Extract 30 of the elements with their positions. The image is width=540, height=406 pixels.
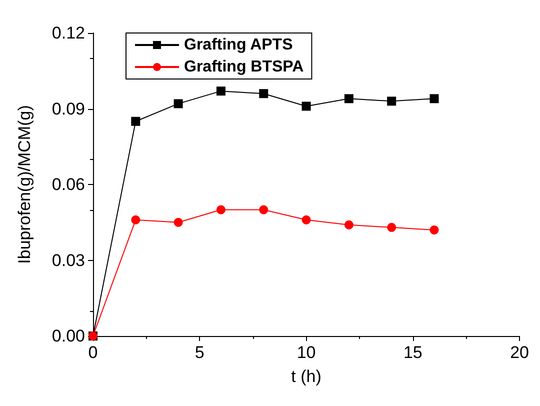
point xyxy=(302,215,311,224)
legend-label: Grafting APTS xyxy=(184,36,294,54)
point xyxy=(344,220,354,230)
point xyxy=(387,96,396,106)
point xyxy=(302,102,311,111)
x-tick-label: 10 xyxy=(296,343,316,362)
x-tick-label: 20 xyxy=(510,343,530,362)
y-tick-label: 0.09 xyxy=(52,99,85,118)
point xyxy=(259,89,268,98)
point xyxy=(430,94,439,104)
y-tick-label: 0.03 xyxy=(52,250,85,270)
x-tick-label: 15 xyxy=(403,343,422,362)
point xyxy=(174,99,183,108)
y-tick-label: 0.12 xyxy=(52,24,85,42)
y-axis-title: Ibuprofen(g)/MCM(g) xyxy=(15,105,34,264)
y-tick-label: 0.00 xyxy=(52,326,85,346)
point xyxy=(174,218,183,227)
point xyxy=(216,86,226,96)
point xyxy=(131,116,140,126)
x-axis-title: t (h) xyxy=(291,367,322,386)
x-tick-label: 5 xyxy=(194,343,204,362)
point xyxy=(430,225,439,234)
point xyxy=(344,94,354,104)
point xyxy=(216,205,226,214)
y-tick-label: 0.06 xyxy=(52,175,85,194)
legend-label: Grafting BTSPA xyxy=(184,58,304,76)
x-tick-label: 0 xyxy=(88,343,98,362)
point xyxy=(131,215,140,224)
point xyxy=(259,205,268,214)
point xyxy=(387,222,396,232)
